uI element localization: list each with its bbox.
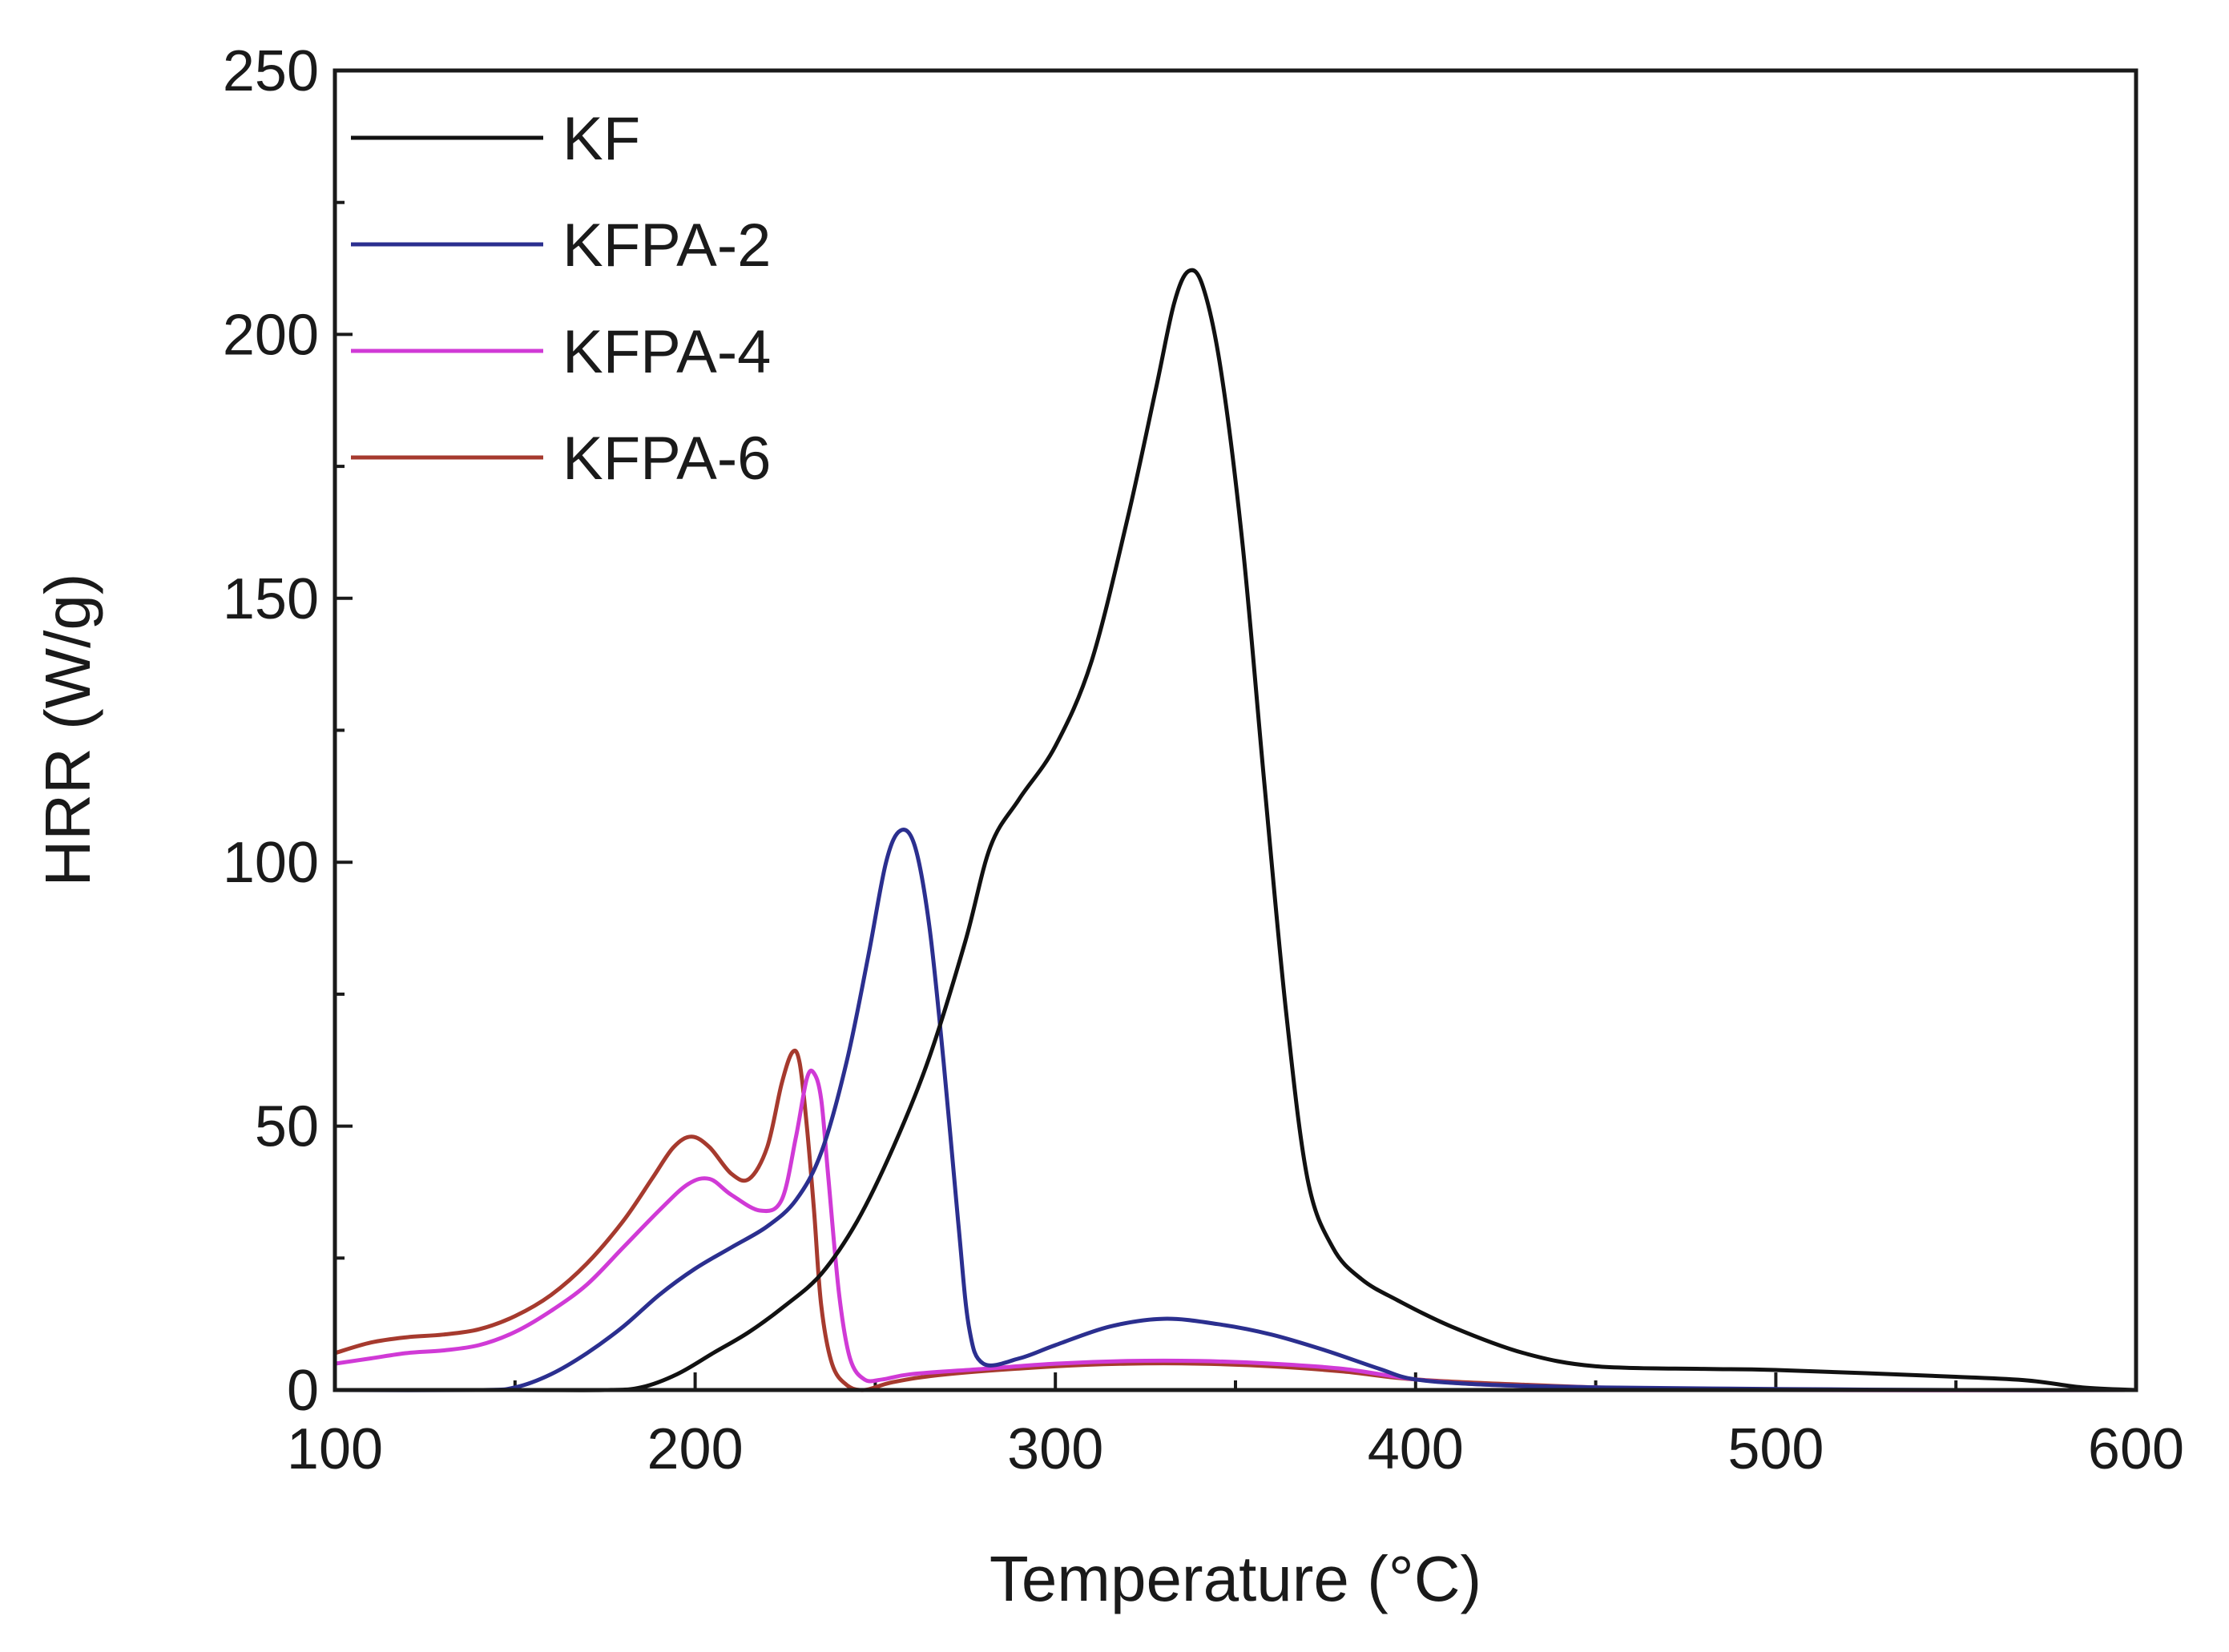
- x-tick-label: 300: [1007, 1417, 1103, 1481]
- plot-frame: [333, 68, 2138, 1392]
- y-tick-label: 150: [223, 567, 319, 631]
- x-tick-label: 200: [647, 1417, 744, 1481]
- x-tick-label: 400: [1368, 1417, 1464, 1481]
- legend-label-kfpa-4: KFPA-4: [562, 318, 771, 386]
- y-tick-label: 250: [223, 39, 319, 103]
- x-tick-label: 600: [2088, 1417, 2184, 1481]
- y-tick-label: 200: [223, 303, 319, 367]
- series-line-kfpa-2: [333, 828, 2138, 1392]
- y-axis-title: HRR (W/g): [32, 573, 103, 886]
- legend-label-kfpa-6: KFPA-6: [562, 425, 771, 493]
- y-tick-label: 100: [223, 831, 319, 895]
- x-tick-label: 100: [287, 1417, 383, 1481]
- legend-label-kf: KF: [562, 105, 640, 173]
- y-tick-label: 0: [287, 1359, 319, 1423]
- legend-label-kfpa-2: KFPA-2: [562, 212, 771, 280]
- y-tick-label: 50: [255, 1095, 319, 1159]
- legend: KF KFPA-2 KFPA-4 KFPA-6: [351, 105, 771, 493]
- tick-labels: 100 200 300 400 500 600 0 50 100 150 200 250: [223, 39, 2184, 1481]
- x-axis-title: Temperature (°C): [990, 1543, 1481, 1614]
- series-line-kf: [333, 268, 2138, 1392]
- series-lines: [333, 268, 2138, 1392]
- x-tick-label: 500: [1727, 1417, 1824, 1481]
